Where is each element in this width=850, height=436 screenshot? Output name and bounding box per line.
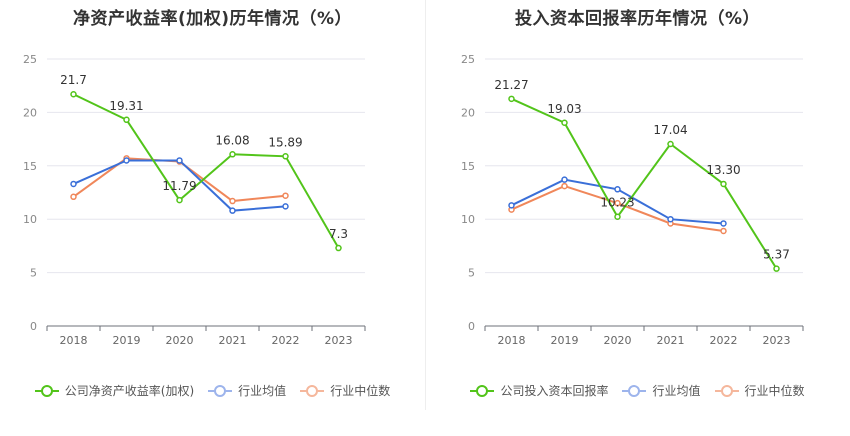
data-point	[335, 244, 342, 252]
x-tick-label: 2020	[604, 334, 632, 347]
y-tick-label: 25	[23, 53, 37, 66]
data-point	[70, 90, 77, 98]
data-point	[176, 157, 183, 164]
data-point	[561, 176, 568, 183]
data-point	[229, 197, 236, 205]
y-tick-label: 20	[23, 106, 37, 119]
data-point	[229, 207, 236, 214]
legend-item-company[interactable]: 公司净资产收益率(加权)	[34, 382, 195, 399]
data-label: 15.89	[268, 135, 302, 149]
y-tick-label: 10	[461, 213, 475, 226]
chart-title: 投入资本回报率历年情况（%）	[514, 9, 761, 29]
x-tick-label: 2019	[113, 334, 141, 347]
x-tick-label: 2019	[551, 334, 579, 347]
x-tick-label: 2023	[763, 334, 791, 347]
x-tick-label: 2022	[710, 334, 738, 347]
data-point	[70, 180, 77, 188]
roe-line-chart: 0 5 10 15 20 25 2018 2019 2020 2021 2022 2023 21.7 19…	[23, 53, 366, 347]
y-tick-label: 25	[461, 53, 475, 66]
x-tick-label: 2021	[219, 334, 247, 347]
series-line	[511, 97, 778, 270]
data-label: 10.23	[600, 196, 634, 210]
data-point	[123, 116, 130, 124]
data-point	[614, 186, 621, 193]
legend-item-industry-median[interactable]: 行业中位数	[714, 382, 805, 399]
legend-line-icon	[34, 384, 59, 397]
data-point	[70, 193, 77, 201]
data-point	[720, 227, 727, 235]
y-tick-label: 15	[23, 160, 37, 173]
x-tick-label: 2020	[166, 334, 194, 347]
legend-item-company[interactable]: 公司投入资本回报率	[470, 382, 608, 399]
y-tick-label: 15	[461, 160, 475, 173]
data-point	[282, 203, 289, 210]
y-tick-label: 0	[468, 320, 475, 333]
roic-chart-panel: 投入资本回报率历年情况（%） 0 5 10 15 20 25 2018 2019 2020 202…	[425, 0, 850, 436]
data-point	[282, 192, 289, 199]
data-label: 21.7	[60, 73, 87, 87]
data-point	[508, 95, 515, 103]
data-label: 19.03	[547, 102, 581, 116]
legend-label: 行业中位数	[330, 384, 391, 398]
data-label: 17.04	[653, 123, 687, 137]
legend-line-icon	[208, 384, 233, 397]
data-point	[614, 213, 621, 220]
y-tick-label: 20	[461, 106, 475, 119]
legend-label: 公司投入资本回报率	[500, 384, 609, 398]
chart-title: 净资产收益率(加权)历年情况（%）	[72, 9, 353, 29]
data-label: 13.30	[706, 163, 740, 177]
data-point	[614, 199, 621, 207]
roic-line-chart: 0 5 10 15 20 25 2018 2019 2020 2021 2022 2023 21.27 1…	[461, 53, 804, 347]
legend-item-industry-mean[interactable]: 行业均值	[622, 382, 701, 399]
legend-line-icon	[622, 384, 647, 397]
data-point	[667, 140, 674, 148]
data-point	[720, 220, 727, 227]
x-tick-label: 2018	[498, 334, 526, 347]
panel-divider	[425, 0, 426, 410]
data-label: 7.3	[329, 227, 348, 241]
x-tick-label: 2018	[60, 334, 88, 347]
y-tick-label: 0	[30, 320, 37, 333]
series-line	[73, 93, 340, 249]
data-point	[667, 215, 674, 223]
legend-line-icon	[714, 384, 739, 397]
data-point	[561, 119, 568, 127]
data-label: 19.31	[109, 99, 143, 113]
y-tick-label: 5	[30, 267, 37, 280]
data-point	[561, 182, 568, 190]
legend-item-industry-median[interactable]: 行业中位数	[300, 382, 390, 399]
data-point	[720, 180, 727, 188]
chart-legend: 公司净资产收益率(加权) 行业均值 行业中位数	[0, 382, 425, 399]
chart-legend: 公司投入资本回报率 行业均值 行业中位数	[425, 382, 850, 399]
data-point	[176, 196, 183, 204]
legend-label: 公司净资产收益率(加权)	[64, 384, 195, 398]
legend-item-industry-mean[interactable]: 行业均值	[208, 382, 286, 399]
data-point	[508, 202, 515, 209]
data-point	[123, 157, 130, 164]
legend-line-icon	[300, 384, 325, 397]
legend-label: 行业均值	[652, 384, 701, 398]
y-tick-label: 5	[468, 267, 475, 280]
legend-label: 行业中位数	[744, 384, 805, 398]
data-label: 16.08	[215, 133, 249, 147]
x-tick-label: 2021	[657, 334, 685, 347]
data-label: 21.27	[494, 78, 528, 92]
data-label: 11.79	[162, 179, 196, 193]
x-tick-label: 2023	[325, 334, 353, 347]
data-point	[773, 265, 780, 272]
x-tick-label: 2022	[272, 334, 300, 347]
data-label: 5.37	[763, 248, 790, 262]
roe-chart-panel: 净资产收益率(加权)历年情况（%） 0 5 10 15 20 25 2018 2019 2020…	[0, 9, 425, 399]
legend-line-icon	[470, 384, 495, 397]
y-tick-label: 10	[23, 213, 37, 226]
data-point	[229, 151, 236, 158]
legend-label: 行业均值	[238, 384, 287, 398]
data-point	[282, 153, 289, 160]
